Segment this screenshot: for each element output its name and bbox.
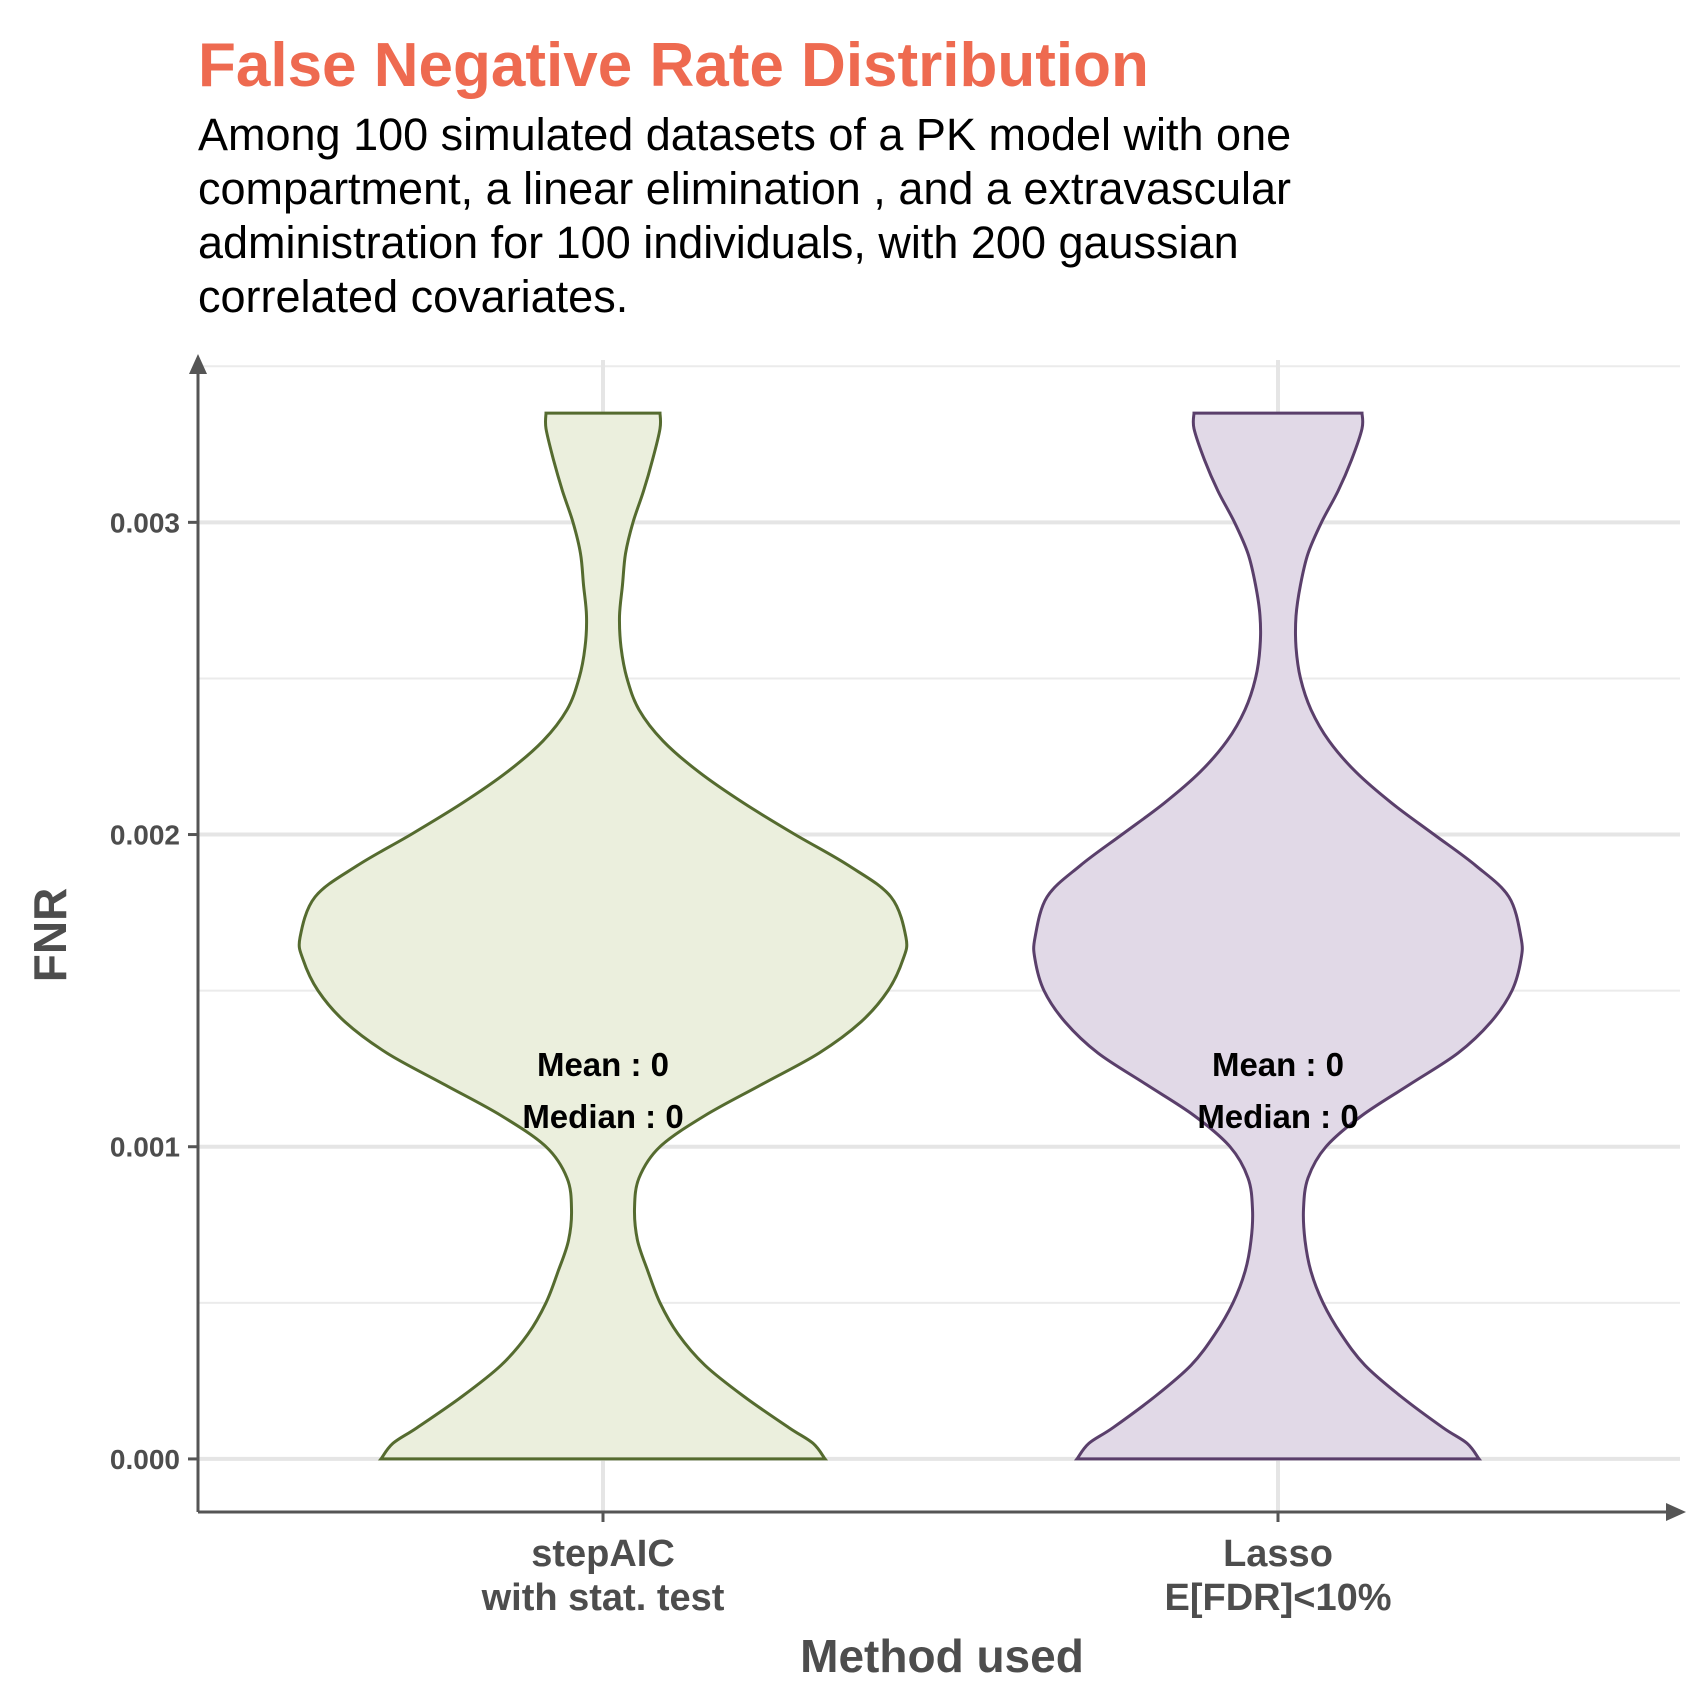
subtitle-line-3: administration for 100 individuals, with…: [198, 217, 1239, 268]
y-tick-label: 0.001: [110, 1132, 180, 1163]
subtitle-line-1: Among 100 simulated datasets of a PK mod…: [198, 109, 1291, 160]
violin-1: [297, 411, 909, 1461]
stat-labels: Mean : 0 Median : 0 Mean : 0 Median : 0: [522, 1046, 1358, 1135]
chart-subtitle: Among 100 simulated datasets of a PK mod…: [198, 109, 1291, 322]
chart-title: False Negative Rate Distribution: [198, 31, 1149, 100]
y-axis-arrow: [189, 354, 207, 374]
median-label: Median : 0: [522, 1098, 683, 1135]
violin-2: [1032, 411, 1524, 1461]
y-tick-label: 0.003: [110, 507, 180, 538]
violins: [297, 411, 1524, 1461]
x-tick-label: stepAIC: [531, 1533, 675, 1575]
mean-label: Mean : 0: [1212, 1046, 1344, 1083]
x-tick-label: Lasso: [1223, 1533, 1333, 1575]
y-tick-label: 0.000: [110, 1444, 180, 1475]
x-axis-arrow: [1666, 1503, 1686, 1521]
subtitle-line-2: compartment, a linear elimination , and …: [198, 163, 1291, 214]
x-tick-label: with stat. test: [481, 1577, 725, 1619]
subtitle-line-4: correlated covariates.: [198, 271, 628, 322]
x-axis-title: Method used: [800, 1630, 1084, 1682]
x-tick-label: E[FDR]<10%: [1165, 1577, 1392, 1619]
y-tick-label: 0.002: [110, 820, 180, 851]
median-label: Median : 0: [1197, 1098, 1358, 1135]
y-axis-title: FNR: [24, 888, 76, 983]
mean-label: Mean : 0: [537, 1046, 669, 1083]
